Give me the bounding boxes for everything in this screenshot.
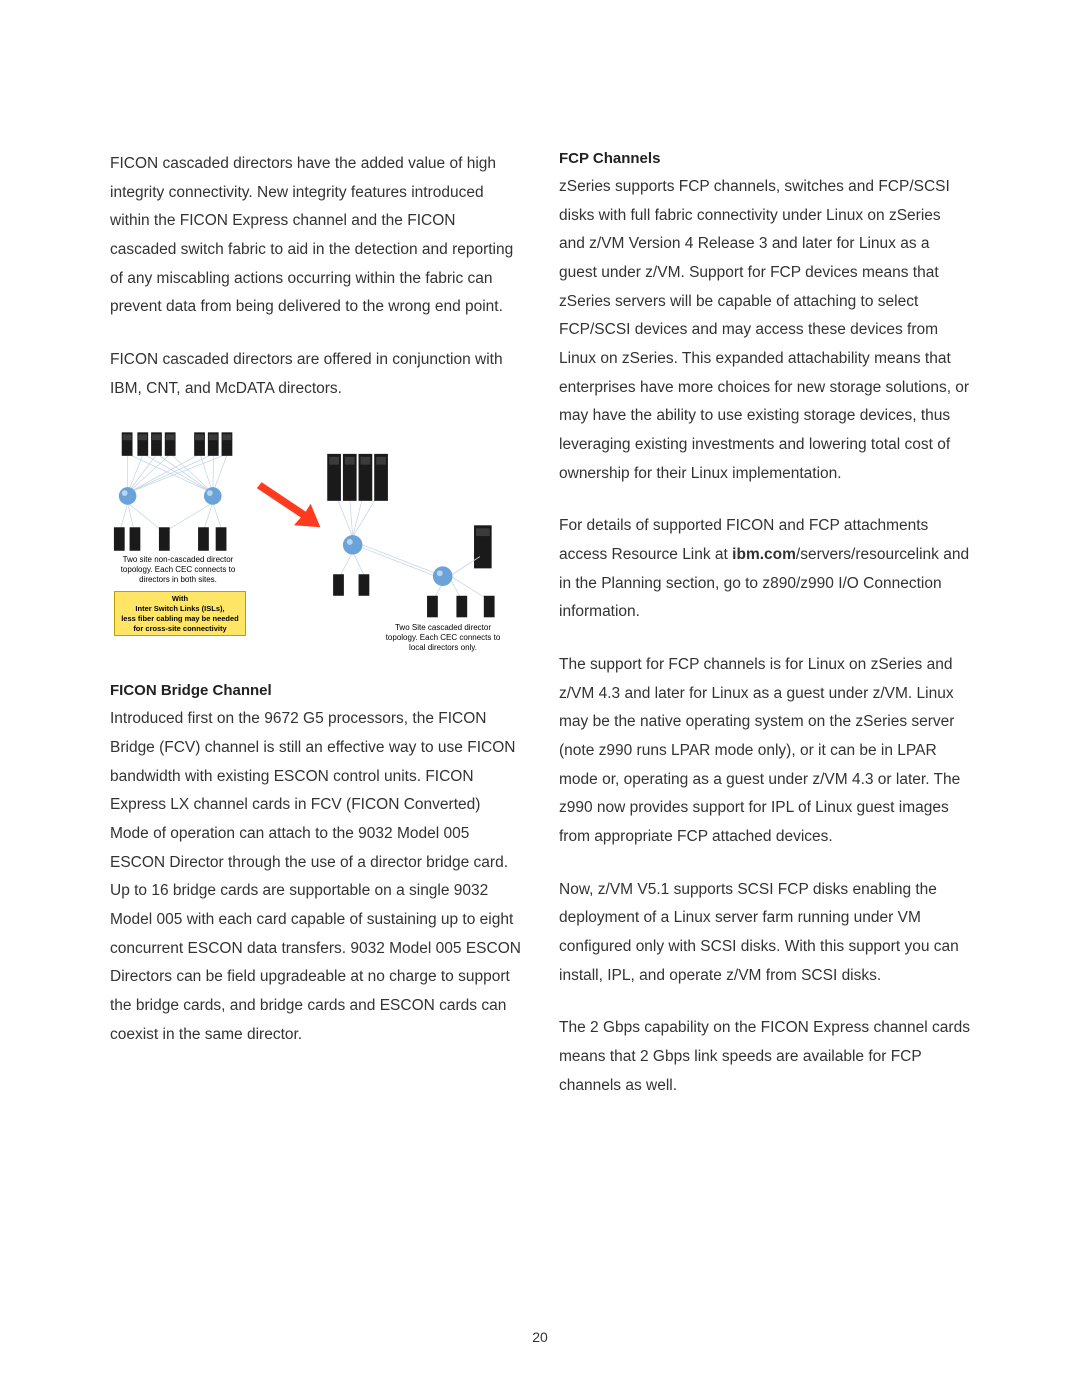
left-column: FICON cascaded directors have the added … bbox=[110, 150, 521, 1124]
left-paragraph-1: FICON cascaded directors have the added … bbox=[110, 150, 521, 322]
left-paragraph-2: FICON cascaded directors are offered in … bbox=[110, 346, 521, 403]
right-paragraph-2: For details of supported FICON and FCP a… bbox=[559, 512, 970, 627]
topology-diagram: Two site non-cascaded director topology.… bbox=[110, 427, 521, 652]
yellowbox-l3: less fiber cabling may be needed bbox=[118, 614, 242, 624]
right-paragraph-5: The 2 Gbps capability on the FICON Expre… bbox=[559, 1014, 970, 1100]
right-paragraph-1: zSeries supports FCP channels, switches … bbox=[559, 173, 970, 488]
diagram-right-caption: Two Site cascaded director topology. Eac… bbox=[378, 623, 508, 653]
diagram-right-caption-l2: topology. Each CEC connects to bbox=[378, 633, 508, 643]
page-number: 20 bbox=[0, 1329, 1080, 1345]
page-content: FICON cascaded directors have the added … bbox=[0, 0, 1080, 1184]
diagram-left-caption: Two site non-cascaded director topology.… bbox=[118, 555, 238, 585]
diagram-right-caption-l1: Two Site cascaded director bbox=[378, 623, 508, 633]
yellowbox-l2: Inter Switch Links (ISLs), bbox=[118, 604, 242, 614]
heading-ficon-bridge: FICON Bridge Channel bbox=[110, 682, 521, 699]
diagram-yellow-callout: With Inter Switch Links (ISLs), less fib… bbox=[114, 591, 246, 636]
yellowbox-l1: With bbox=[118, 594, 242, 604]
heading-fcp-channels: FCP Channels bbox=[559, 150, 970, 167]
right-column: FCP Channels zSeries supports FCP channe… bbox=[559, 150, 970, 1124]
diagram-left-caption-l2: topology. Each CEC connects to bbox=[118, 565, 238, 575]
diagram-right-caption-l3: local directors only. bbox=[378, 643, 508, 653]
right-paragraph-3: The support for FCP channels is for Linu… bbox=[559, 651, 970, 852]
diagram-left-caption-l3: directors in both sites. bbox=[118, 575, 238, 585]
right-p2-bold: ibm.com bbox=[732, 546, 796, 563]
left-paragraph-3: Introduced first on the 9672 G5 processo… bbox=[110, 705, 521, 1049]
right-paragraph-4: Now, z/VM V5.1 supports SCSI FCP disks e… bbox=[559, 876, 970, 991]
diagram-left-caption-l1: Two site non-cascaded director bbox=[118, 555, 238, 565]
yellowbox-l4: for cross-site connectivity bbox=[118, 624, 242, 634]
